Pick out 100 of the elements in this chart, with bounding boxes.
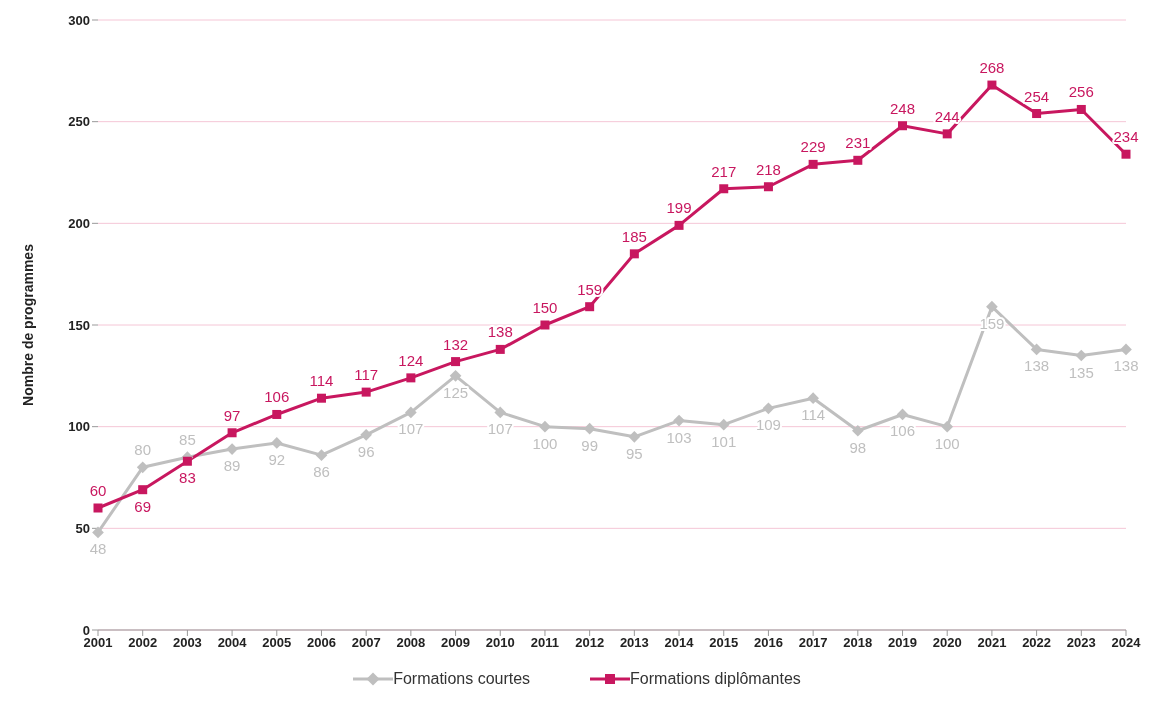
data-label: 150 [532, 299, 558, 316]
point [361, 387, 371, 397]
data-label: 234 [1113, 128, 1139, 146]
point [495, 344, 505, 354]
data-label: 86 [313, 463, 330, 481]
data-label: 83 [179, 469, 196, 487]
data-label: 124 [398, 351, 424, 369]
data-label: 95 [626, 444, 643, 462]
data-label: 107 [487, 420, 513, 438]
x-tick-label: 2001 [83, 635, 113, 651]
data-label: 92 [268, 450, 286, 468]
data-label: 48 [89, 540, 107, 558]
point [494, 406, 507, 419]
point [1030, 343, 1043, 356]
point [360, 428, 373, 441]
point [227, 428, 237, 438]
data-label: 244 [934, 107, 960, 125]
x-tick-label: 2024 [1111, 635, 1142, 651]
point [1121, 149, 1131, 159]
data-label: 100 [934, 434, 960, 452]
point [315, 449, 328, 461]
point [92, 526, 104, 539]
data-label: 138 [1113, 357, 1139, 375]
point [898, 121, 908, 131]
data-label: 135 [1068, 363, 1094, 381]
data-label: 80 [134, 441, 152, 459]
point [763, 182, 773, 192]
y-tick-label: 250 [68, 114, 90, 130]
y-tick-label: 100 [68, 419, 90, 435]
point [1120, 343, 1132, 356]
point [674, 220, 684, 230]
data-label: 101 [711, 432, 737, 450]
x-tick-label: 2008 [396, 635, 426, 651]
data-label: 217 [711, 162, 737, 180]
y-tick-label: 0 [82, 622, 90, 638]
point [941, 420, 954, 433]
data-label: 60 [89, 482, 107, 499]
data-label: 138 [487, 323, 513, 341]
point [851, 424, 864, 437]
data-label: 199 [666, 199, 692, 217]
point [539, 420, 551, 433]
x-tick-label: 2019 [888, 635, 917, 651]
point [182, 456, 192, 466]
data-label: 97 [223, 406, 241, 424]
data-label: 185 [621, 227, 647, 245]
point [316, 393, 326, 403]
x-tick-label: 2010 [485, 635, 515, 651]
data-label: 89 [223, 457, 241, 475]
point [93, 503, 103, 513]
data-label: 132 [443, 335, 469, 353]
point [853, 155, 863, 165]
x-tick-label: 2005 [262, 635, 292, 651]
data-label: 69 [134, 497, 152, 515]
x-tick-label: 2011 [530, 635, 560, 651]
y-axis-title: Nombre de programmes [19, 243, 36, 406]
data-label: 85 [179, 431, 196, 449]
point [1075, 349, 1088, 362]
point [449, 369, 462, 382]
x-tick-label: 2003 [172, 635, 202, 651]
data-label: 99 [581, 436, 598, 454]
data-label: 106 [264, 388, 290, 406]
y-tick-label: 200 [68, 215, 90, 231]
point [986, 300, 998, 313]
data-label: 229 [800, 138, 826, 156]
point [987, 80, 997, 90]
point [1032, 109, 1042, 119]
x-tick-label: 2020 [932, 635, 962, 651]
data-label: 256 [1068, 83, 1094, 101]
data-label: 248 [890, 99, 916, 117]
x-tick-label: 2004 [217, 635, 248, 651]
y-tick-label: 50 [75, 520, 90, 536]
point [451, 357, 461, 367]
point [719, 184, 729, 194]
data-label: 114 [309, 372, 334, 390]
point [540, 320, 550, 330]
data-label: 159 [577, 280, 603, 298]
legend-label: Formations diplômantes [630, 670, 801, 688]
x-tick-label: 2009 [441, 635, 471, 651]
data-label: 98 [849, 438, 867, 456]
x-tick-label: 2023 [1066, 635, 1096, 651]
data-label: 96 [357, 442, 375, 460]
point [136, 461, 149, 474]
point [762, 402, 775, 415]
point [896, 408, 909, 421]
point [405, 406, 417, 419]
point [138, 485, 148, 495]
data-label: 218 [755, 160, 781, 178]
data-label: 114 [801, 406, 826, 424]
x-tick-label: 2015 [709, 635, 739, 651]
point [628, 430, 641, 443]
point [585, 302, 595, 312]
data-label: 254 [1024, 87, 1050, 105]
point [270, 437, 283, 449]
point [807, 392, 819, 405]
x-tick-label: 2018 [843, 635, 873, 651]
data-label: 125 [443, 383, 469, 401]
x-tick-label: 2013 [619, 635, 649, 651]
data-label: 268 [979, 59, 1005, 77]
data-label: 117 [354, 366, 379, 384]
x-tick-label: 2007 [351, 635, 381, 651]
